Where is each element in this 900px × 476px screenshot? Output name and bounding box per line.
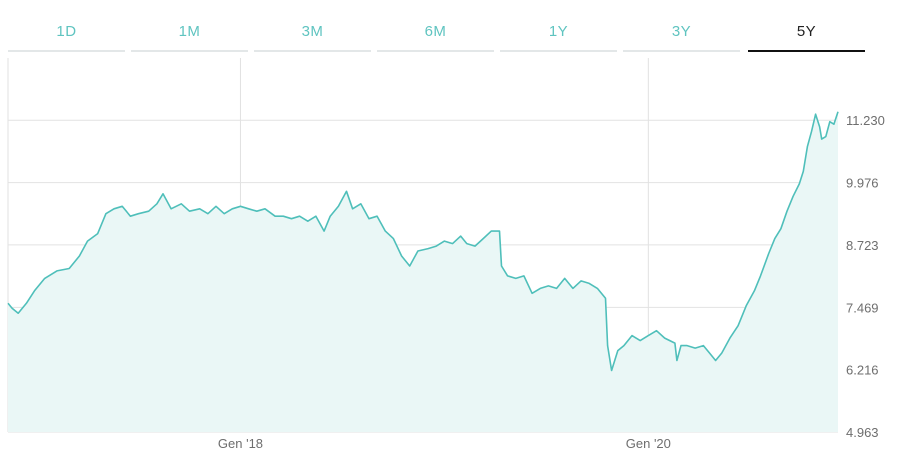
tab-underline: [623, 50, 740, 52]
y-tick-label: 4.963: [846, 425, 879, 440]
tab-label: 1M: [178, 23, 201, 40]
tab-label: 3Y: [671, 23, 692, 40]
tab-underline: [748, 50, 865, 52]
tab-underline: [377, 50, 494, 52]
tab-5y[interactable]: 5Y: [748, 0, 865, 52]
period-tabs: 1D 1M 3M 6M 1Y 3Y 5Y: [8, 0, 874, 56]
x-tick-label: Gen '20: [626, 436, 671, 451]
tab-3y[interactable]: 3Y: [623, 0, 740, 52]
y-axis-labels: 4.963 6.216 7.469 8.723 9.976 11.230: [846, 113, 885, 440]
tab-label: 1Y: [548, 23, 569, 40]
tab-1y[interactable]: 1Y: [500, 0, 617, 52]
y-tick-label: 6.216: [846, 363, 879, 378]
tab-1d[interactable]: 1D: [8, 0, 125, 52]
y-tick-label: 11.230: [846, 113, 885, 128]
tab-1m[interactable]: 1M: [131, 0, 248, 52]
tab-label: 6M: [424, 23, 447, 40]
tab-underline: [500, 50, 617, 52]
x-tick-label: Gen '18: [218, 436, 263, 451]
tab-underline: [8, 50, 125, 52]
tab-label: 1D: [56, 23, 77, 40]
tab-label: 5Y: [796, 23, 817, 40]
tab-label: 3M: [301, 23, 324, 40]
tab-underline: [131, 50, 248, 52]
y-tick-label: 8.723: [846, 238, 879, 253]
price-line: [7, 111, 839, 372]
tab-underline: [254, 50, 371, 52]
y-tick-label: 9.976: [846, 176, 879, 191]
price-area: [8, 111, 838, 432]
y-tick-label: 7.469: [846, 300, 879, 315]
x-axis-labels: Gen '18 Gen '20: [218, 436, 671, 451]
tab-3m[interactable]: 3M: [254, 0, 371, 52]
tab-6m[interactable]: 6M: [377, 0, 494, 52]
